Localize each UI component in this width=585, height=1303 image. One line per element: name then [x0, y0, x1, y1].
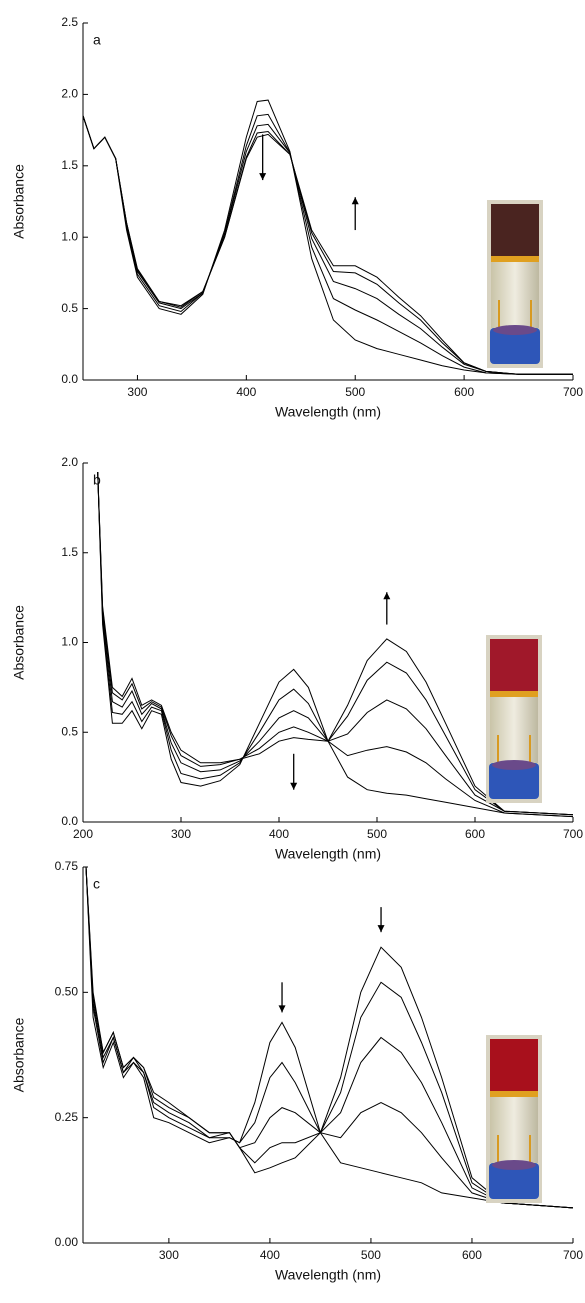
y-tick-label: 0.75	[55, 859, 79, 873]
y-tick-label: 2.0	[61, 455, 78, 469]
x-tick-label: 400	[260, 1248, 280, 1262]
y-tick-label: 0.00	[55, 1235, 79, 1249]
spectrum-line	[82, 99, 573, 375]
spectrum-line	[97, 471, 574, 818]
spectrum-line	[97, 471, 574, 816]
spectrum-line	[82, 113, 573, 375]
panel-label: c	[93, 876, 100, 892]
x-tick-label: 500	[367, 827, 387, 841]
x-tick-label: 400	[269, 827, 289, 841]
spectrum-line	[85, 866, 574, 1209]
x-axis-label: Wavelength (nm)	[275, 846, 381, 862]
y-axis-label: Absorbance	[11, 164, 27, 239]
x-tick-label: 500	[361, 1248, 381, 1262]
vial-meniscus	[490, 1091, 538, 1097]
x-tick-label: 500	[345, 385, 365, 399]
spectrum-line	[97, 471, 574, 816]
vial-meniscus	[491, 256, 539, 262]
y-tick-label: 1.0	[61, 635, 78, 649]
spectrum-line	[97, 471, 574, 818]
vial-cap	[490, 328, 540, 364]
vial-cap	[489, 1163, 539, 1199]
y-tick-label: 1.0	[61, 229, 78, 243]
spectrum-line	[85, 866, 574, 1209]
vial-liquid	[491, 204, 539, 256]
x-tick-label: 700	[563, 827, 583, 841]
vial-liquid	[490, 1039, 538, 1091]
vial-cap	[489, 763, 539, 799]
vial-neck	[497, 735, 531, 763]
x-axis-label: Wavelength (nm)	[275, 404, 381, 420]
y-axis-label: Absorbance	[11, 1017, 27, 1092]
x-tick-label: 300	[159, 1248, 179, 1262]
y-axis-label: Absorbance	[11, 605, 27, 680]
y-tick-label: 1.5	[61, 545, 78, 559]
arrow-head	[351, 197, 359, 205]
y-tick-label: 0.0	[61, 814, 78, 828]
x-tick-label: 600	[454, 385, 474, 399]
x-tick-label: 600	[462, 1248, 482, 1262]
y-tick-label: 2.0	[61, 87, 78, 101]
panel-label: b	[93, 472, 101, 488]
vial-neck	[498, 300, 532, 328]
y-tick-label: 0.25	[55, 1110, 79, 1124]
y-tick-label: 0.0	[61, 372, 78, 386]
vial-neck	[497, 1135, 531, 1163]
arrow-head	[278, 1005, 286, 1013]
arrow-head	[377, 925, 385, 933]
vial-liquid	[490, 639, 538, 691]
y-tick-label: 0.5	[61, 724, 78, 738]
spectrum-line	[85, 866, 574, 1209]
x-tick-label: 600	[465, 827, 485, 841]
vial-cap-top	[493, 325, 537, 335]
x-tick-label: 300	[171, 827, 191, 841]
x-axis-label: Wavelength (nm)	[275, 1267, 381, 1283]
vial-cap-top	[492, 1160, 536, 1170]
spectrum-line	[97, 471, 574, 816]
arrow-head	[290, 782, 298, 790]
x-tick-label: 700	[563, 1248, 583, 1262]
x-tick-label: 700	[563, 385, 583, 399]
y-tick-label: 0.5	[61, 301, 78, 315]
arrow-head	[259, 173, 267, 181]
x-tick-label: 300	[127, 385, 147, 399]
panel-label: a	[93, 32, 101, 48]
spectrum-line	[82, 115, 573, 375]
y-tick-label: 2.5	[61, 15, 78, 29]
x-tick-label: 400	[236, 385, 256, 399]
vial-cap-top	[492, 760, 536, 770]
y-tick-label: 1.5	[61, 158, 78, 172]
y-tick-label: 0.50	[55, 985, 79, 999]
x-tick-label: 200	[73, 827, 93, 841]
vial-meniscus	[490, 691, 538, 697]
spectrum-line	[85, 866, 574, 1209]
arrow-head	[383, 592, 391, 600]
